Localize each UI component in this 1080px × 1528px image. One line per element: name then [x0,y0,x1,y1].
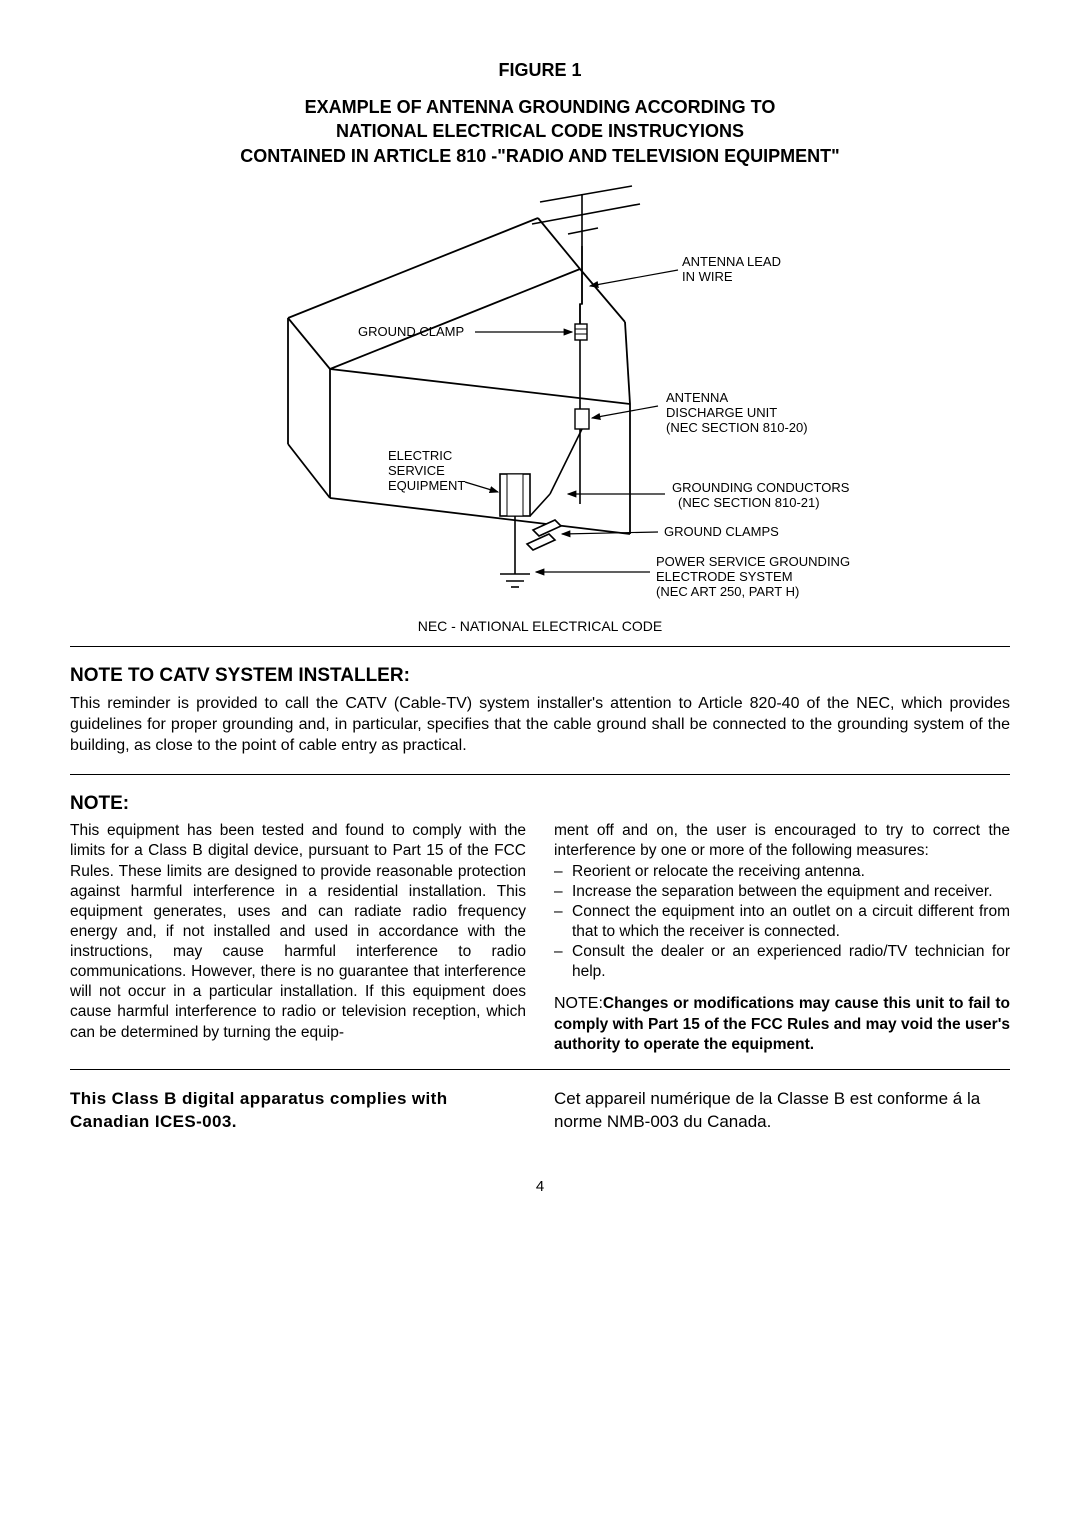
label-antenna-discharge-2: DISCHARGE UNIT [666,405,777,420]
installer-body: This reminder is provided to call the CA… [70,693,1010,756]
installer-heading: NOTE TO CATV SYSTEM INSTALLER: [70,665,1010,687]
dash-icon: – [554,882,572,902]
list-item: –Consult the dealer or an experienced ra… [554,942,1010,982]
bottom-row: This Class B digital apparatus complies … [70,1088,1010,1134]
label-antenna-discharge-3: (NEC SECTION 810-20) [666,420,808,435]
bottom-right: Cet appareil numérique de la Classe B es… [554,1088,1010,1134]
note-bullet-list: –Reorient or relocate the receiving ante… [554,862,1010,983]
label-grounding-conductors-2: (NEC SECTION 810-21) [678,495,820,510]
note-left-column: This equipment has been tested and found… [70,821,526,1055]
note-columns: This equipment has been tested and found… [70,821,1010,1055]
figure-heading: EXAMPLE OF ANTENNA GROUNDING ACCORDING T… [70,95,1010,168]
diagram-container: ANTENNA LEAD IN WIRE GROUND CLAMP ANTENN… [70,174,1010,614]
page-number: 4 [70,1178,1010,1195]
list-item: –Connect the equipment into an outlet on… [554,902,1010,942]
divider-2 [70,774,1010,775]
note-right-intro: ment off and on, the user is encouraged … [554,822,1010,859]
figure-title: FIGURE 1 [70,60,1010,81]
divider-3 [70,1069,1010,1070]
label-power-service-2: ELECTRODE SYSTEM [656,569,793,584]
figure-heading-line-1: EXAMPLE OF ANTENNA GROUNDING ACCORDING T… [305,97,776,117]
bullet-text: Connect the equipment into an outlet on … [572,902,1010,942]
page: FIGURE 1 EXAMPLE OF ANTENNA GROUNDING AC… [0,0,1080,1235]
label-electric-service-1: ELECTRIC [388,448,452,463]
label-antenna-lead-1: ANTENNA LEAD [682,254,781,269]
figure-heading-line-2: NATIONAL ELECTRICAL CODE INSTRUCYIONS [336,121,744,141]
bullet-text: Increase the separation between the equi… [572,882,1010,902]
note-heading: NOTE: [70,793,1010,815]
dash-icon: – [554,902,572,942]
divider-1 [70,646,1010,647]
note-left-text: This equipment has been tested and found… [70,822,526,1040]
figure-heading-line-3: CONTAINED IN ARTICLE 810 -"RADIO AND TEL… [240,146,839,166]
list-item: –Increase the separation between the equ… [554,882,1010,902]
label-power-service-3: (NEC ART 250, PART H) [656,584,799,599]
bullet-text: Consult the dealer or an experienced rad… [572,942,1010,982]
note-word: NOTE: [554,995,603,1012]
nec-caption: NEC - NATIONAL ELECTRICAL CODE [70,618,1010,634]
label-electric-service-2: SERVICE [388,463,445,478]
antenna-grounding-diagram: ANTENNA LEAD IN WIRE GROUND CLAMP ANTENN… [180,174,900,614]
label-ground-clamps-right: GROUND CLAMPS [664,524,779,539]
bottom-left: This Class B digital apparatus complies … [70,1088,526,1134]
bullet-text: Reorient or relocate the receiving anten… [572,862,1010,882]
list-item: –Reorient or relocate the receiving ante… [554,862,1010,882]
label-antenna-discharge-1: ANTENNA [666,390,728,405]
dash-icon: – [554,942,572,982]
dash-icon: – [554,862,572,882]
label-electric-service-3: EQUIPMENT [388,478,465,493]
label-power-service-1: POWER SERVICE GROUNDING [656,554,850,569]
note-bold-text: Changes or modifications may cause this … [554,995,1010,1053]
note-bold-block: NOTE:Changes or modifications may cause … [554,994,1010,1055]
label-ground-clamp: GROUND CLAMP [358,324,464,339]
label-grounding-conductors-1: GROUNDING CONDUCTORS [672,480,850,495]
note-right-column: ment off and on, the user is encouraged … [554,821,1010,1055]
label-antenna-lead-2: IN WIRE [682,269,733,284]
